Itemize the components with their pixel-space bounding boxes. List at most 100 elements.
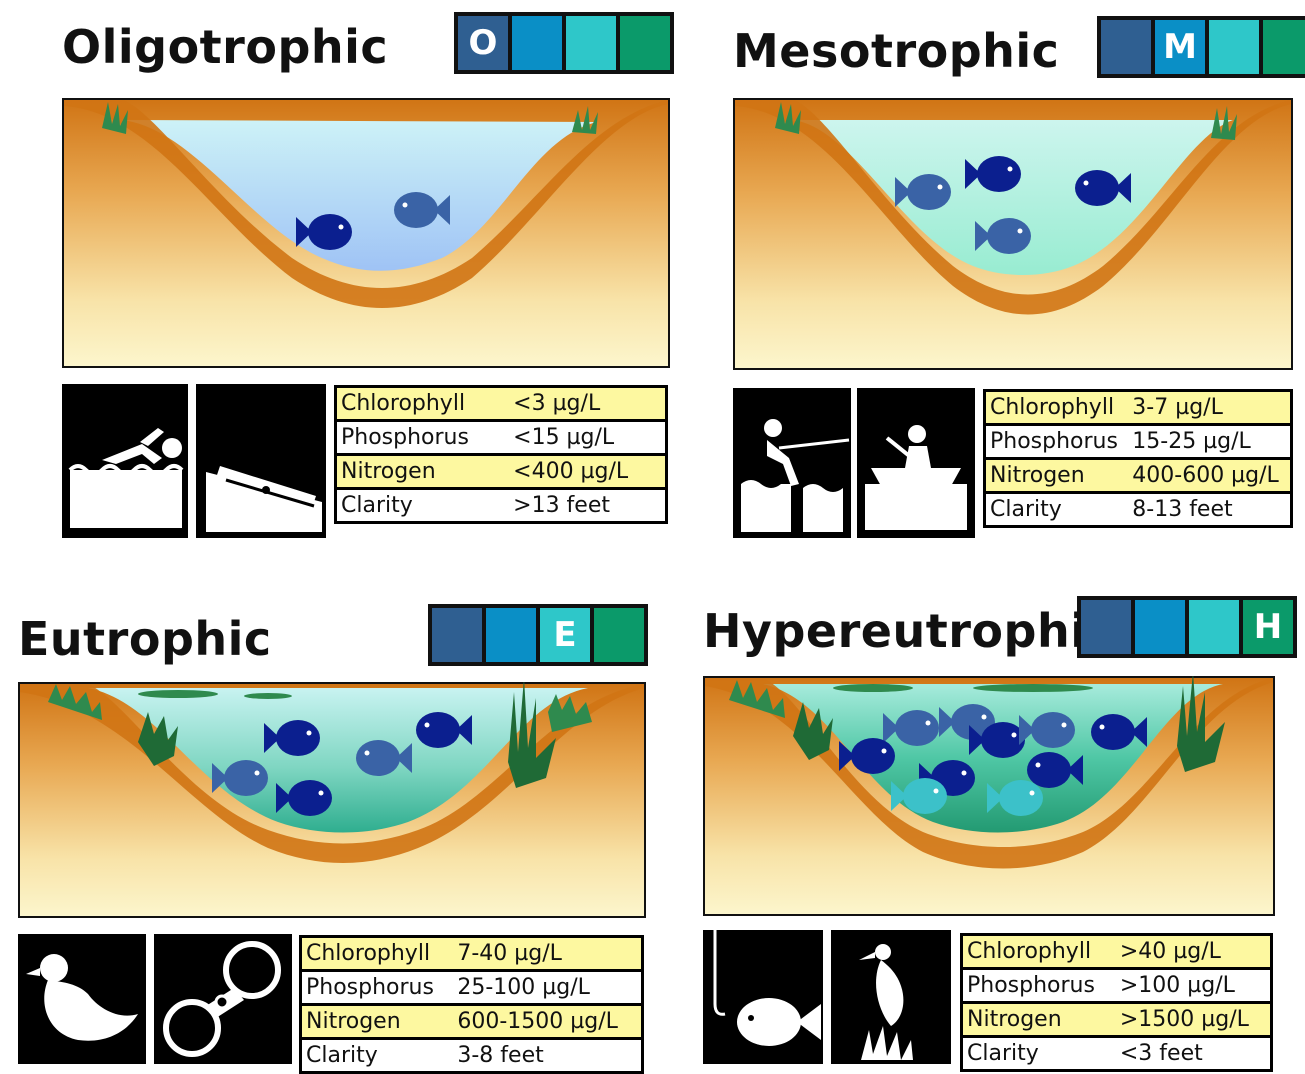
stat-label: Phosphorus xyxy=(984,424,1129,460)
stat-label: Nitrogen xyxy=(335,454,510,490)
stat-value: 3-7 µg/L xyxy=(1128,390,1292,426)
algae-mat xyxy=(244,693,292,699)
panel-title: Eutrophic xyxy=(18,612,272,666)
stat-row-clarity: Clarity >13 feet xyxy=(335,488,667,523)
stat-label: Phosphorus xyxy=(300,970,454,1006)
stat-value: <400 µg/L xyxy=(509,454,667,490)
panel-title: Hypereutrophic xyxy=(703,604,1115,658)
scale-square-hypereutrophic xyxy=(620,16,670,70)
scale-square-mesotrophic xyxy=(512,16,562,70)
stat-row-phosphorus: Phosphorus 25-100 µg/L xyxy=(300,970,643,1006)
water-skier-icon xyxy=(733,388,851,538)
panel-title: Oligotrophic xyxy=(62,20,389,74)
scale-square-hypereutrophic xyxy=(1263,20,1305,74)
panel-title: Mesotrophic xyxy=(733,24,1060,78)
lake-cross-section xyxy=(733,98,1293,370)
trophic-scale: H xyxy=(1077,596,1297,658)
lake-cross-section xyxy=(703,676,1275,916)
scale-square-oligotrophic: O xyxy=(458,16,508,70)
stat-value: 8-13 feet xyxy=(1128,492,1292,527)
scale-square-eutrophic xyxy=(566,16,616,70)
stat-value: 15-25 µg/L xyxy=(1128,424,1292,460)
stat-label: Clarity xyxy=(961,1036,1116,1071)
stat-value: <15 µg/L xyxy=(509,420,667,456)
stat-row-phosphorus: Phosphorus <15 µg/L xyxy=(335,420,667,456)
reeds-icon xyxy=(508,682,556,788)
grass-left-icon xyxy=(48,684,102,720)
stat-label: Nitrogen xyxy=(984,458,1129,494)
stat-label: Chlorophyll xyxy=(984,390,1129,426)
reeds-icon xyxy=(1177,676,1225,772)
algae-mat xyxy=(833,684,913,692)
stat-value: 600-1500 µg/L xyxy=(453,1004,643,1040)
stat-value: <3 µg/L xyxy=(509,386,667,422)
stat-value: >1500 µg/L xyxy=(1115,1002,1272,1038)
stat-label: Phosphorus xyxy=(961,968,1116,1004)
swimmer-icon xyxy=(62,384,188,538)
scale-square-mesotrophic xyxy=(1135,600,1185,654)
stat-row-nitrogen: Nitrogen >1500 µg/L xyxy=(961,1002,1272,1038)
stat-row-nitrogen: Nitrogen <400 µg/L xyxy=(335,454,667,490)
stat-value: >100 µg/L xyxy=(1115,968,1272,1004)
stat-label: Clarity xyxy=(984,492,1129,527)
stat-row-clarity: Clarity 8-13 feet xyxy=(984,492,1292,527)
stat-row-phosphorus: Phosphorus 15-25 µg/L xyxy=(984,424,1292,460)
scale-square-eutrophic xyxy=(1209,20,1259,74)
boat-launch-icon xyxy=(196,384,326,538)
stat-label: Nitrogen xyxy=(300,1004,454,1040)
trophic-scale: O xyxy=(454,12,674,74)
stat-value: <3 feet xyxy=(1115,1036,1272,1071)
grass-left-icon xyxy=(102,102,128,134)
water-body xyxy=(122,120,597,271)
grass-left-icon xyxy=(729,680,785,718)
stat-label: Nitrogen xyxy=(961,1002,1116,1038)
stat-value: 400-600 µg/L xyxy=(1128,458,1292,494)
stat-value: >13 feet xyxy=(509,488,667,523)
stat-value: 7-40 µg/L xyxy=(453,936,643,972)
stat-row-chlorophyll: Chlorophyll 3-7 µg/L xyxy=(984,390,1292,426)
stat-row-nitrogen: Nitrogen 400-600 µg/L xyxy=(984,458,1292,494)
stat-label: Chlorophyll xyxy=(300,936,454,972)
grass-right-icon xyxy=(572,106,598,134)
scale-square-oligotrophic xyxy=(1081,600,1131,654)
grass-left-icon xyxy=(775,102,801,134)
grass-right-icon xyxy=(548,694,592,732)
lake-cross-section xyxy=(18,682,646,918)
stat-label: Phosphorus xyxy=(335,420,510,456)
stat-label: Clarity xyxy=(300,1038,454,1073)
scale-square-mesotrophic xyxy=(486,608,536,662)
trophic-scale: E xyxy=(428,604,648,666)
scale-square-hypereutrophic: H xyxy=(1243,600,1293,654)
algae-mat xyxy=(973,684,1093,692)
scale-square-hypereutrophic xyxy=(594,608,644,662)
stat-row-clarity: Clarity <3 feet xyxy=(961,1036,1272,1071)
stat-row-nitrogen: Nitrogen 600-1500 µg/L xyxy=(300,1004,643,1040)
water-body xyxy=(793,120,1233,275)
fishing-hook-icon xyxy=(703,930,823,1064)
scale-square-eutrophic xyxy=(1189,600,1239,654)
stat-row-chlorophyll: Chlorophyll <3 µg/L xyxy=(335,386,667,422)
binoculars-icon xyxy=(154,934,292,1064)
pond-weed-icon xyxy=(138,712,178,766)
stat-row-chlorophyll: Chlorophyll 7-40 µg/L xyxy=(300,936,643,972)
water-quality-table: Chlorophyll 7-40 µg/L Phosphorus 25-100 µg… xyxy=(299,935,644,1074)
water-quality-table: Chlorophyll >40 µg/L Phosphorus >100 µg/L … xyxy=(960,933,1273,1072)
scale-square-oligotrophic xyxy=(1101,20,1151,74)
scale-square-oligotrophic xyxy=(432,608,482,662)
duck-icon xyxy=(18,934,146,1064)
scale-square-eutrophic: E xyxy=(540,608,590,662)
stat-row-clarity: Clarity 3-8 feet xyxy=(300,1038,643,1073)
pond-weed-icon xyxy=(793,702,833,760)
lake-cross-section xyxy=(62,98,670,368)
stat-label: Clarity xyxy=(335,488,510,523)
grass-right-icon xyxy=(1211,106,1237,140)
canoe-icon xyxy=(857,388,975,538)
stat-label: Chlorophyll xyxy=(335,386,510,422)
stat-row-chlorophyll: Chlorophyll >40 µg/L xyxy=(961,934,1272,970)
trophic-scale: M xyxy=(1097,16,1305,78)
scale-square-mesotrophic: M xyxy=(1155,20,1205,74)
water-quality-table: Chlorophyll <3 µg/L Phosphorus <15 µg/L Ni… xyxy=(334,385,668,524)
stat-row-phosphorus: Phosphorus >100 µg/L xyxy=(961,968,1272,1004)
stat-value: 3-8 feet xyxy=(453,1038,643,1073)
stat-value: >40 µg/L xyxy=(1115,934,1272,970)
